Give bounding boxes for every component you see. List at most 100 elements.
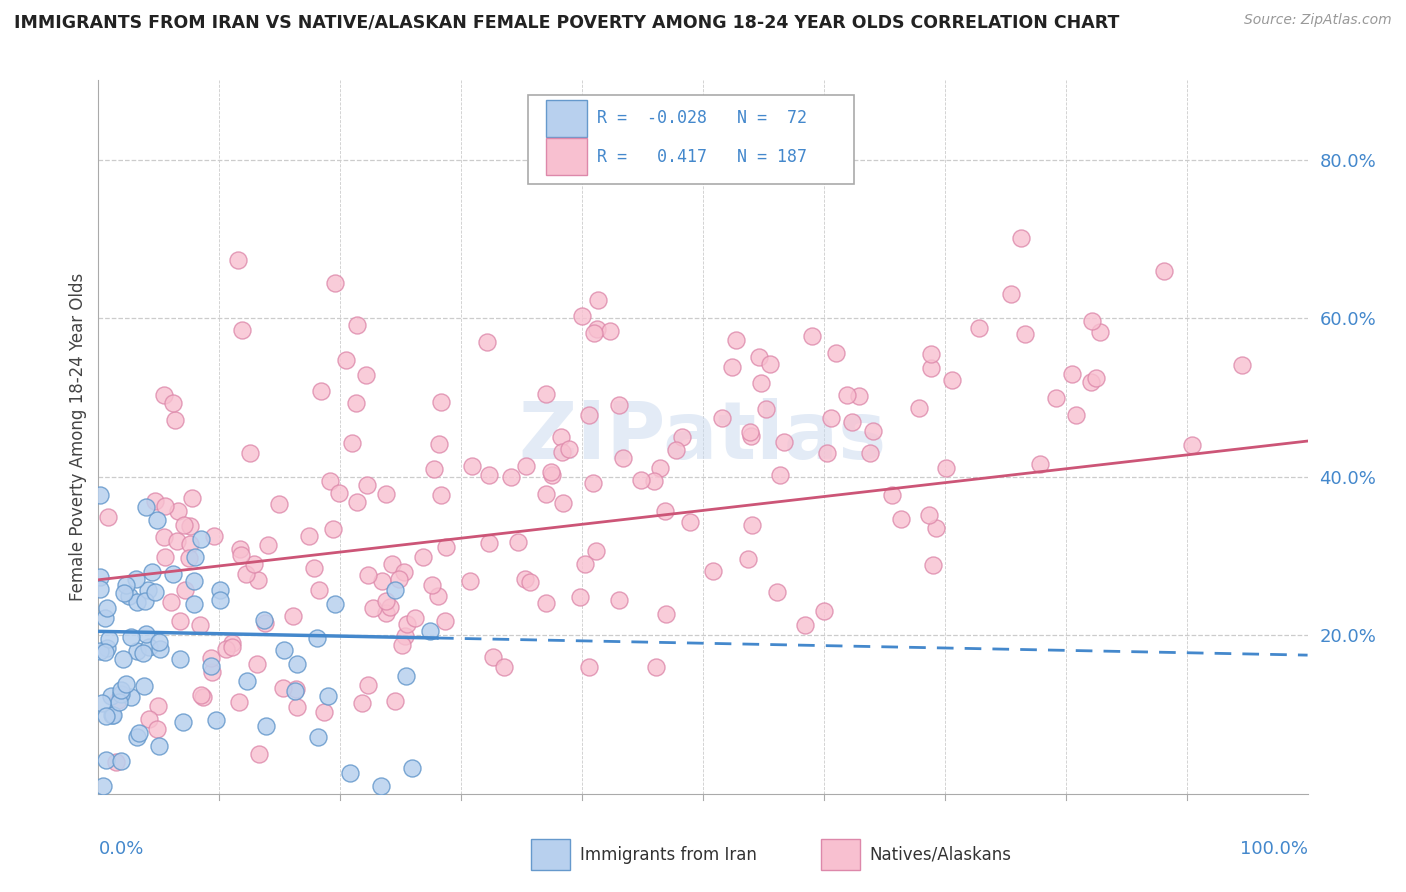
Point (138, 582, 160, 597)
Point (242, 557, 264, 571)
Point (918, 508, 941, 522)
Point (550, 430, 572, 444)
Point (328, 486, 350, 500)
Text: R =  -0.028   N =  72: R = -0.028 N = 72 (596, 109, 807, 127)
Y-axis label: Female Poverty Among 18-24 Year Olds: Female Poverty Among 18-24 Year Olds (69, 273, 87, 601)
Point (725, 334, 748, 348)
Point (381, 558, 404, 572)
Point (434, 540, 457, 554)
Point (110, 755, 132, 769)
Point (118, 589, 141, 603)
Point (169, 614, 191, 628)
Point (357, 568, 380, 582)
Point (305, 632, 328, 646)
Point (162, 567, 184, 582)
Point (578, 409, 600, 423)
Point (721, 360, 744, 375)
Point (350, 696, 373, 710)
Point (111, 652, 134, 666)
Point (475, 334, 498, 349)
Point (271, 681, 294, 695)
Point (643, 474, 665, 488)
Point (190, 688, 212, 702)
Point (585, 322, 607, 336)
Point (820, 410, 842, 425)
Point (582, 326, 605, 340)
Point (215, 642, 238, 657)
Point (644, 660, 666, 674)
Point (370, 779, 392, 793)
Point (143, 493, 166, 508)
Point (94, 753, 117, 767)
Point (515, 572, 537, 586)
Point (148, 635, 170, 649)
Point (125, 644, 148, 658)
Point (862, 424, 884, 438)
Point (925, 521, 948, 535)
Point (284, 684, 307, 698)
Point (908, 401, 931, 416)
Point (478, 536, 501, 550)
Point (94, 645, 117, 659)
Point (312, 705, 335, 719)
Point (429, 487, 451, 501)
Point (427, 437, 450, 451)
Point (166, 533, 188, 548)
Point (558, 442, 581, 456)
Point (120, 690, 142, 705)
Point (335, 353, 357, 368)
Point (815, 446, 838, 460)
Point (374, 594, 396, 608)
Point (371, 574, 394, 588)
Point (160, 594, 183, 608)
Point (419, 624, 441, 639)
Point (247, 573, 270, 587)
Point (679, 515, 702, 529)
Point (574, 558, 596, 572)
Point (323, 598, 346, 612)
Point (396, 617, 419, 632)
Point (253, 613, 276, 627)
Point (135, 627, 157, 641)
Point (155, 549, 177, 564)
Point (89, 487, 111, 501)
Point (134, 594, 156, 608)
Point (205, 713, 228, 727)
Point (356, 478, 378, 492)
Point (235, 674, 257, 689)
Point (1028, 458, 1050, 472)
Point (941, 373, 963, 387)
Point (841, 415, 863, 429)
Point (920, 347, 942, 361)
Point (247, 747, 270, 762)
Point (880, 488, 903, 502)
Point (146, 722, 169, 736)
Point (922, 558, 945, 572)
Text: Immigrants from Iran: Immigrants from Iran (579, 846, 756, 863)
Point (138, 640, 160, 654)
Point (173, 582, 195, 597)
Point (665, 442, 688, 457)
Point (401, 761, 423, 775)
Point (1045, 391, 1067, 405)
Point (859, 446, 882, 460)
Point (429, 394, 451, 409)
FancyBboxPatch shape (531, 838, 569, 871)
Point (285, 657, 308, 671)
Point (582, 476, 605, 491)
Point (169, 652, 191, 666)
Point (920, 361, 942, 376)
Point (394, 565, 416, 579)
Point (423, 461, 446, 475)
Point (585, 544, 607, 558)
Point (167, 504, 190, 518)
Point (737, 552, 759, 566)
Point (257, 538, 280, 552)
Point (89, 570, 111, 584)
Point (91, 779, 114, 793)
Point (534, 596, 557, 610)
Point (482, 650, 505, 665)
Point (134, 679, 156, 693)
Point (132, 646, 155, 660)
Point (148, 739, 170, 753)
